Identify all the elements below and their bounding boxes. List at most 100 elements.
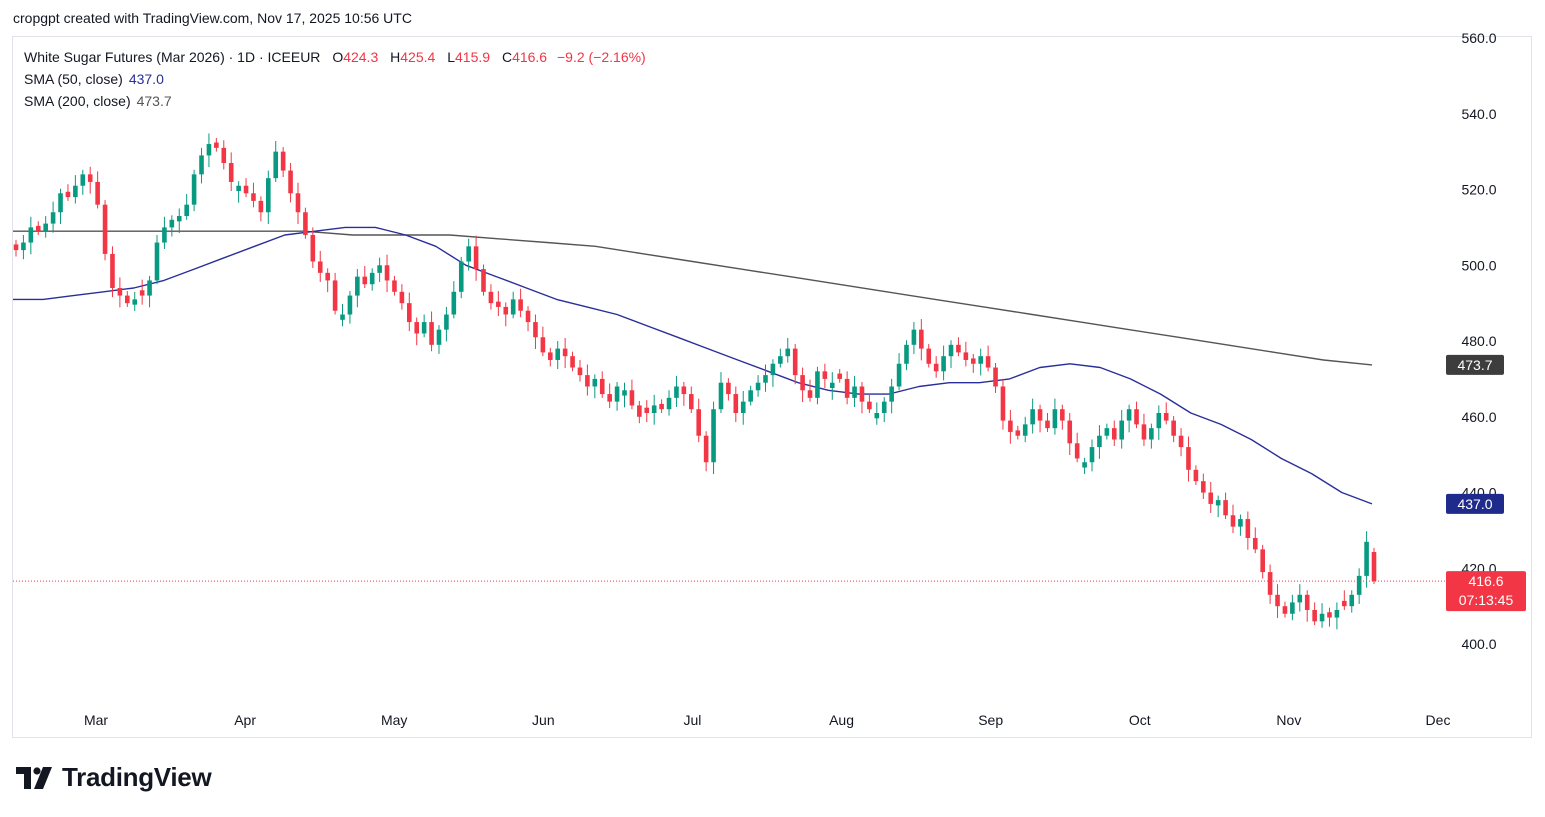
- candle-body[interactable]: [1356, 575, 1362, 595]
- candle-body[interactable]: [436, 329, 442, 345]
- candle-body[interactable]: [169, 219, 175, 228]
- candle-body[interactable]: [310, 234, 316, 262]
- candle-body[interactable]: [570, 356, 575, 368]
- candle-body[interactable]: [1201, 481, 1206, 493]
- candle-body[interactable]: [941, 356, 946, 372]
- candle-body[interactable]: [1252, 538, 1258, 550]
- candle-body[interactable]: [110, 253, 115, 288]
- candle-body[interactable]: [35, 225, 41, 232]
- candle-body[interactable]: [696, 409, 702, 436]
- candle-body[interactable]: [1119, 420, 1124, 440]
- candle-body[interactable]: [1327, 612, 1332, 618]
- symbol-name[interactable]: White Sugar Futures (Mar 2026) · 1D · IC…: [24, 49, 321, 65]
- candle-body[interactable]: [948, 344, 954, 357]
- candle-body[interactable]: [243, 185, 249, 194]
- candle-body[interactable]: [963, 352, 969, 360]
- candle-body[interactable]: [1282, 606, 1288, 614]
- candle-body[interactable]: [1000, 386, 1006, 421]
- candle-body[interactable]: [325, 272, 330, 281]
- candle-body[interactable]: [1342, 600, 1347, 607]
- candle-body[interactable]: [214, 142, 219, 148]
- candle-body[interactable]: [1334, 609, 1340, 618]
- candle-body[interactable]: [228, 163, 234, 182]
- candle-body[interactable]: [95, 181, 100, 205]
- candle-body[interactable]: [429, 322, 434, 345]
- candle-body[interactable]: [755, 382, 761, 391]
- candle-body[interactable]: [859, 386, 865, 402]
- candle-body[interactable]: [288, 170, 293, 194]
- candle-body[interactable]: [533, 322, 538, 338]
- candle-body[interactable]: [466, 246, 471, 262]
- candle-body[interactable]: [154, 242, 160, 281]
- candle-body[interactable]: [1156, 413, 1162, 429]
- candle-body[interactable]: [473, 246, 479, 270]
- candle-body[interactable]: [547, 352, 553, 360]
- candle-body[interactable]: [852, 386, 857, 398]
- candle-body[interactable]: [837, 373, 843, 379]
- candle-body[interactable]: [251, 193, 256, 201]
- candle-body[interactable]: [525, 310, 531, 323]
- candle-body[interactable]: [555, 348, 561, 360]
- candle-body[interactable]: [904, 344, 909, 364]
- candle-body[interactable]: [184, 204, 189, 217]
- candle-body[interactable]: [978, 356, 983, 364]
- candle-body[interactable]: [496, 301, 501, 307]
- candle-body[interactable]: [807, 390, 813, 398]
- candle-body[interactable]: [458, 261, 464, 292]
- candle-body[interactable]: [50, 212, 56, 224]
- legend-sma200-row[interactable]: SMA (200, close) 473.7: [24, 90, 646, 112]
- candle-body[interactable]: [355, 276, 360, 296]
- candle-body[interactable]: [1171, 420, 1176, 436]
- candle-body[interactable]: [266, 178, 271, 213]
- candle-body[interactable]: [1030, 409, 1035, 425]
- candle-body[interactable]: [889, 386, 894, 402]
- candle-body[interactable]: [1067, 420, 1073, 444]
- candle-body[interactable]: [43, 223, 48, 232]
- candle-body[interactable]: [1008, 420, 1013, 432]
- candle-body[interactable]: [1178, 435, 1184, 448]
- candle-body[interactable]: [874, 413, 880, 419]
- candle-body[interactable]: [763, 375, 768, 383]
- candle-body[interactable]: [399, 291, 405, 304]
- candle-body[interactable]: [911, 329, 917, 345]
- candle-body[interactable]: [280, 151, 286, 171]
- candle-body[interactable]: [1364, 541, 1369, 576]
- candle-body[interactable]: [414, 322, 420, 334]
- candle-body[interactable]: [139, 290, 145, 296]
- candle-body[interactable]: [317, 261, 323, 273]
- candle-body[interactable]: [221, 147, 227, 163]
- sma50-line[interactable]: [13, 226, 1373, 505]
- candle-body[interactable]: [733, 394, 739, 413]
- candle-body[interactable]: [792, 348, 798, 376]
- candle-body[interactable]: [102, 204, 108, 254]
- candle-body[interactable]: [1223, 500, 1228, 516]
- candle-body[interactable]: [1193, 469, 1199, 482]
- candle-body[interactable]: [421, 322, 427, 334]
- candle-body[interactable]: [340, 314, 345, 320]
- candle-body[interactable]: [1089, 447, 1095, 463]
- candle-body[interactable]: [199, 155, 204, 175]
- candle-body[interactable]: [778, 356, 783, 364]
- candle-body[interactable]: [1245, 519, 1251, 538]
- candle-body[interactable]: [970, 358, 976, 364]
- candle-body[interactable]: [1267, 572, 1273, 595]
- candle-body[interactable]: [815, 371, 820, 398]
- candle-body[interactable]: [703, 435, 709, 463]
- candle-body[interactable]: [206, 144, 212, 156]
- candle-body[interactable]: [770, 363, 776, 376]
- candle-body[interactable]: [80, 174, 86, 186]
- candle-body[interactable]: [822, 371, 828, 379]
- candle-body[interactable]: [1304, 594, 1310, 610]
- candle-body[interactable]: [28, 227, 34, 243]
- candle-body[interactable]: [985, 356, 991, 368]
- candle-body[interactable]: [919, 329, 924, 349]
- candle-body[interactable]: [1290, 602, 1295, 614]
- candle-body[interactable]: [1074, 443, 1080, 459]
- candle-body[interactable]: [117, 288, 123, 296]
- candle-body[interactable]: [295, 193, 301, 213]
- candle-body[interactable]: [444, 314, 449, 330]
- candle-body[interactable]: [614, 386, 620, 402]
- candle-body[interactable]: [644, 407, 650, 413]
- candle-body[interactable]: [369, 272, 375, 285]
- candle-body[interactable]: [73, 185, 78, 198]
